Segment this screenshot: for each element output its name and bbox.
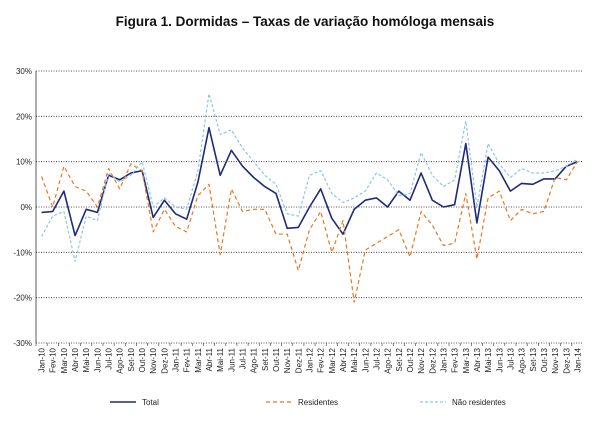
- x-tick-label: Ago-13: [518, 347, 527, 373]
- x-tick-label: Jan-11: [172, 347, 181, 371]
- x-tick-label: Jul-10: [105, 347, 114, 369]
- x-tick-label: Fev-12: [317, 347, 326, 372]
- x-tick-label: Abr-12: [339, 347, 348, 372]
- y-tick-label: 30%: [16, 67, 32, 76]
- x-tick-label: Jan-10: [38, 347, 47, 372]
- x-tick-label: Set-11: [261, 347, 270, 371]
- axis-layer: [35, 71, 573, 346]
- x-tick-label: Jun-12: [361, 347, 370, 372]
- x-tick-label: Mar-11: [194, 347, 203, 372]
- x-tick-label: Set-13: [529, 347, 538, 371]
- chart-title: Figura 1. Dormidas – Taxas de variação h…: [115, 14, 495, 29]
- legend-label: Total: [142, 398, 159, 407]
- x-tick-label: Set-10: [127, 347, 136, 371]
- x-tick-label: Mar-12: [328, 347, 337, 373]
- series-line-residentes: [41, 161, 578, 303]
- x-tick-label: Fev-11: [183, 347, 192, 372]
- x-tick-label: Abr-11: [205, 347, 214, 371]
- y-tick-labels: 30% 20% 10% 0% -10% -20% -30%: [13, 67, 32, 348]
- x-tick-label: Fev-13: [451, 347, 460, 372]
- legend-label: Não residentes: [452, 398, 506, 407]
- x-tick-label: Ago-10: [116, 347, 125, 373]
- x-tick-label: Out-13: [540, 347, 549, 372]
- series-layer: [41, 93, 578, 303]
- x-tick-label: Ago-11: [250, 347, 259, 373]
- legend: Total Residentes Não residentes: [110, 398, 506, 407]
- x-tick-label: Jan-12: [306, 347, 315, 372]
- x-tick-label: Mai-13: [484, 347, 493, 372]
- series-line-total: [41, 126, 578, 237]
- y-tick-label: -30%: [13, 339, 32, 348]
- x-tick-label: Dez-10: [160, 347, 169, 373]
- x-tick-label: Mai-10: [82, 347, 91, 372]
- x-tick-label: Abr-13: [473, 347, 482, 372]
- x-tick-label: Jan-14: [573, 347, 582, 372]
- x-tick-label: Abr-10: [71, 347, 80, 372]
- legend-label: Residentes: [298, 398, 338, 407]
- y-tick-label: 10%: [16, 158, 32, 167]
- x-tick-label: Jun-13: [495, 347, 504, 372]
- x-tick-label: Jun-10: [93, 347, 102, 372]
- x-tick-label: Mai-12: [350, 347, 359, 372]
- y-tick-label: 0%: [20, 203, 32, 212]
- x-tick-label: Dez-11: [294, 347, 303, 373]
- x-tick-label: Nov-13: [551, 347, 560, 373]
- x-tick-labels: Jan-10 Fev-10 Mar-10 Abr-10 Mai-10 Jun-10 Jul-…: [38, 347, 583, 373]
- x-tick-label: Dez-13: [562, 347, 571, 373]
- y-tick-label: -10%: [13, 248, 32, 257]
- x-tick-label: Out-10: [138, 347, 147, 372]
- x-tick-label: Out-11: [272, 347, 281, 371]
- x-tick-label: Nov-10: [149, 347, 158, 373]
- x-tick-label: Nov-11: [283, 347, 292, 373]
- x-tick-label: Jan-13: [439, 347, 448, 372]
- x-tick-label: Jun-11: [227, 347, 236, 371]
- x-tick-label: Mai-11: [216, 347, 225, 371]
- x-tick-label: Mar-10: [60, 347, 69, 373]
- x-tick-label: Set-12: [395, 347, 404, 371]
- x-tick-label: Nov-12: [417, 347, 426, 373]
- series-line-nao-residentes: [41, 93, 578, 262]
- x-tick-label: Out-12: [406, 347, 415, 372]
- y-tick-label: -20%: [13, 294, 32, 303]
- x-tick-label: Dez-12: [428, 347, 437, 373]
- x-tick-label: Jul-13: [506, 347, 515, 369]
- x-tick-label: Jul-11: [239, 347, 248, 369]
- x-tick-label: Mar-13: [462, 347, 471, 373]
- x-tick-label: Fev-10: [49, 347, 58, 372]
- x-tick-label: Jul-12: [372, 347, 381, 369]
- x-tick-label: Ago-12: [384, 347, 393, 373]
- y-tick-label: 20%: [16, 112, 32, 121]
